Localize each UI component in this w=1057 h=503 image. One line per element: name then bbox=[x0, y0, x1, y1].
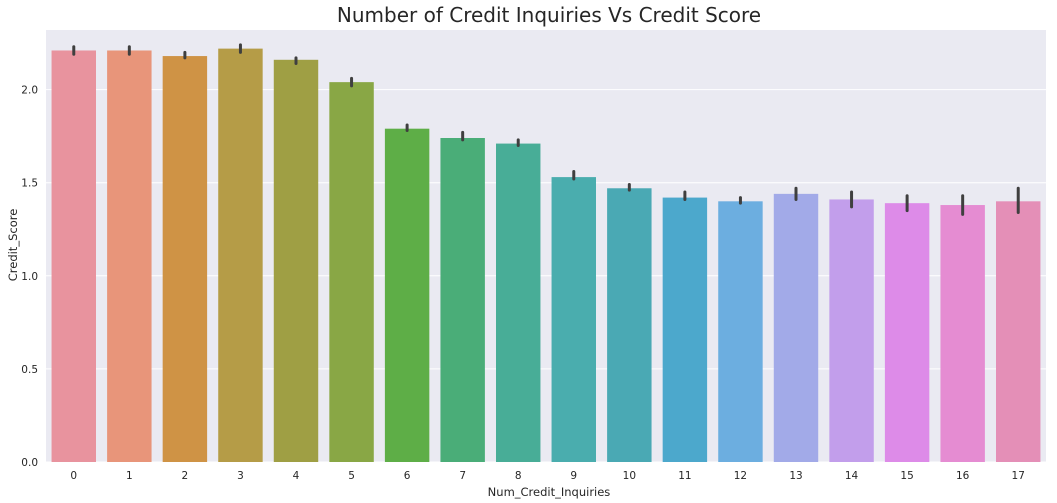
bar-15 bbox=[884, 203, 930, 462]
bar-9 bbox=[551, 177, 596, 462]
plot-area bbox=[46, 30, 1046, 462]
x-tick-label: 16 bbox=[956, 470, 970, 482]
x-axis-label: Num_Credit_Inquiries bbox=[488, 485, 611, 499]
y-axis-label: Credit_Score bbox=[6, 209, 20, 282]
y-tick-label: 1.5 bbox=[21, 178, 38, 190]
x-tick-label: 5 bbox=[348, 470, 355, 482]
x-tick-label: 3 bbox=[237, 470, 244, 482]
x-tick-label: 1 bbox=[126, 470, 133, 482]
x-tick-label: 11 bbox=[678, 470, 691, 482]
x-tick-label: 17 bbox=[1012, 470, 1025, 482]
x-tick-label: 13 bbox=[789, 470, 802, 482]
bar-17 bbox=[996, 201, 1041, 462]
y-tick-label: 0.0 bbox=[21, 457, 38, 469]
x-tick-label: 12 bbox=[734, 470, 747, 482]
x-tick-label: 8 bbox=[515, 470, 522, 482]
gridlines bbox=[46, 89, 1046, 463]
bar-16 bbox=[940, 205, 985, 462]
bar-11 bbox=[662, 197, 708, 462]
y-tick-label: 0.5 bbox=[21, 364, 38, 376]
x-tick-label: 6 bbox=[404, 470, 411, 482]
x-tick-label: 0 bbox=[70, 470, 77, 482]
bar-2 bbox=[162, 56, 208, 462]
error-bars bbox=[72, 43, 1020, 216]
bar-7 bbox=[440, 138, 485, 462]
bar-14 bbox=[829, 199, 874, 462]
bar-8 bbox=[496, 143, 541, 462]
bar-5 bbox=[329, 82, 374, 462]
bar-3 bbox=[218, 48, 263, 462]
x-tick-labels: 0 1 2 3 4 5 6 7 8 9 10 11 12 13 14 15 16 17 bbox=[70, 470, 1024, 482]
bars bbox=[51, 48, 1041, 463]
bar-1 bbox=[107, 50, 152, 462]
x-tick-label: 10 bbox=[623, 470, 636, 482]
bar-12 bbox=[718, 201, 763, 462]
x-tick-label: 9 bbox=[570, 470, 577, 482]
chart-title: Number of Credit Inquiries Vs Credit Sco… bbox=[337, 3, 761, 27]
bar-6 bbox=[384, 128, 430, 463]
x-tick-label: 7 bbox=[459, 470, 466, 482]
x-tick-label: 4 bbox=[293, 470, 300, 482]
y-tick-label: 2.0 bbox=[21, 85, 38, 97]
bar-0 bbox=[51, 50, 96, 462]
bar-13 bbox=[773, 193, 819, 463]
x-tick-label: 14 bbox=[845, 470, 859, 482]
bar-10 bbox=[607, 188, 652, 462]
x-tick-label: 2 bbox=[182, 470, 189, 482]
x-tick-label: 15 bbox=[900, 470, 913, 482]
bar-4 bbox=[273, 59, 319, 463]
y-tick-label: 1.0 bbox=[21, 271, 38, 283]
y-tick-labels: 0.0 0.5 1.0 1.5 2.0 bbox=[21, 85, 38, 469]
